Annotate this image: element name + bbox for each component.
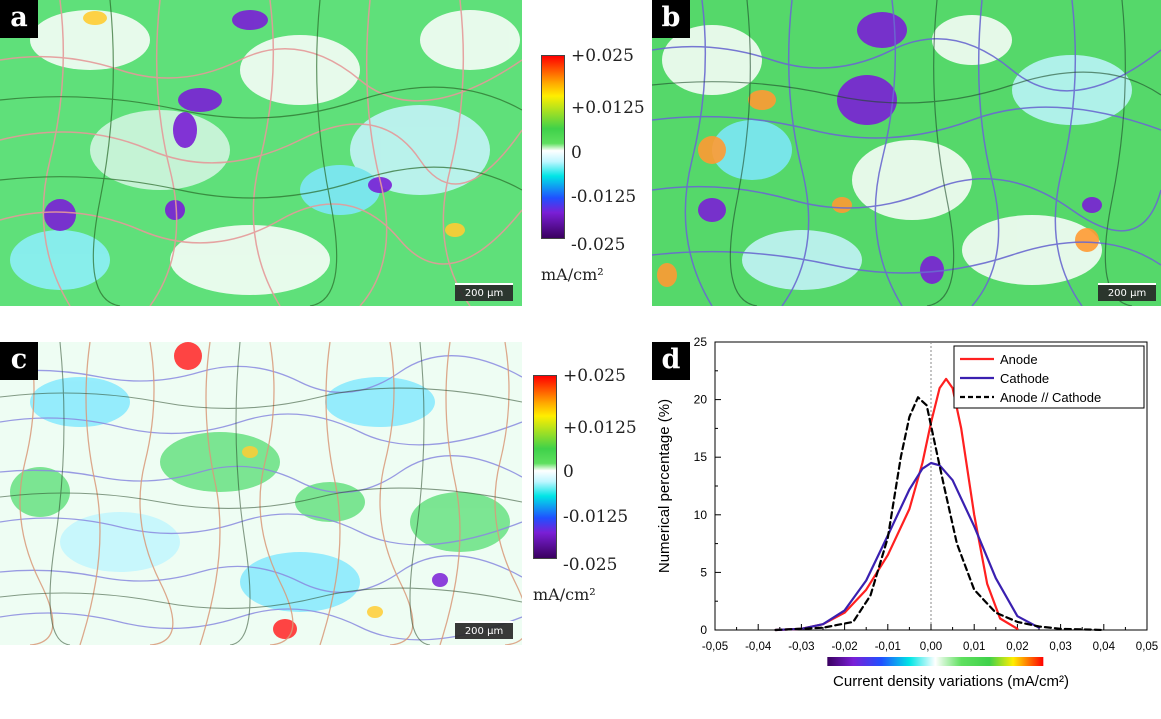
x-tick-label: -0,03 xyxy=(788,641,814,653)
series-line-3 xyxy=(774,396,1105,632)
series-line-2 xyxy=(774,461,1041,632)
map-b-svg xyxy=(652,0,1161,306)
y-tick-label: 25 xyxy=(694,335,708,349)
colorbar-top-unit: mA/cm² xyxy=(541,265,604,284)
scale-bar-a: 200 µm xyxy=(455,283,513,301)
colorbar-top-tick-2: +0.0125 xyxy=(571,98,645,118)
x-tick-label: -0,04 xyxy=(745,641,772,653)
panel-b-label: b xyxy=(652,0,690,38)
x-tick-label: -0,01 xyxy=(875,641,901,653)
legend: Anode Cathode Anode // Cathode xyxy=(953,345,1145,409)
series-line-1 xyxy=(774,377,1019,632)
colorbar-bottom-tick-4: -0.0125 xyxy=(563,507,629,527)
x-tick-label: 0,00 xyxy=(920,641,942,653)
x-axis-colorbar xyxy=(827,657,1044,666)
x-tick-label: 0,03 xyxy=(1049,641,1071,653)
y-tick-label: 20 xyxy=(694,393,708,407)
colorbar-top-tick-5: -0.025 xyxy=(571,235,626,255)
colorbar-bottom-tick-3: 0 xyxy=(563,462,574,482)
colorbar-bottom-unit: mA/cm² xyxy=(533,585,596,604)
panel-a-label: a xyxy=(0,0,38,38)
y-tick-label: 0 xyxy=(700,623,707,637)
map-a-svg xyxy=(0,0,522,306)
map-c-svg xyxy=(0,342,522,645)
y-tick-label: 15 xyxy=(694,450,708,464)
y-tick-label: 5 xyxy=(700,565,707,579)
colorbar-top-tick-4: -0.0125 xyxy=(571,187,637,207)
colorbar-top xyxy=(541,55,565,239)
colorbar-top-tick-1: +0.025 xyxy=(571,46,634,66)
scale-bar-c: 200 µm xyxy=(455,621,513,639)
colorbar-bottom xyxy=(533,375,557,559)
colorbar-bottom-tick-2: +0.0125 xyxy=(563,418,637,438)
colorbar-bottom-tick-1: +0.025 xyxy=(563,366,626,386)
panel-c-label: c xyxy=(0,342,38,380)
legend-label-1: Anode xyxy=(1000,352,1038,367)
plot-area: 0 5 10 15 20 25 -0,05 -0,04 -0,03 -0,02 -0,01 0,00 0… xyxy=(694,335,1159,653)
y-axis-label: Numerical percentage (%) xyxy=(656,399,673,573)
x-axis-label: Current density variations (mA/cm²) xyxy=(833,673,1069,690)
scale-bar-b: 200 µm xyxy=(1098,283,1156,301)
x-tick-label: 0,04 xyxy=(1093,641,1116,653)
x-tick-label: 0,02 xyxy=(1006,641,1028,653)
legend-label-2: Cathode xyxy=(1000,371,1049,386)
distribution-chart: 0 5 10 15 20 25 -0,05 -0,04 -0,03 -0,02 -0,01 0,00 0… xyxy=(656,335,1159,690)
x-tick-label: -0,02 xyxy=(831,641,857,653)
panel-c-map: c 200 µm xyxy=(0,342,522,645)
x-tick-label: -0,05 xyxy=(702,641,728,653)
x-tick-label: 0,05 xyxy=(1136,641,1158,653)
x-tick-label: 0,01 xyxy=(963,641,985,653)
panel-d-label: d xyxy=(652,342,690,380)
y-tick-label: 10 xyxy=(694,508,708,522)
legend-label-3: Anode // Cathode xyxy=(1000,390,1101,405)
colorbar-bottom-tick-5: -0.025 xyxy=(563,555,618,575)
panel-a-map: a 200 µm xyxy=(0,0,522,306)
colorbar-top-tick-3: 0 xyxy=(571,143,582,163)
panel-b-map: b 200 µm xyxy=(652,0,1161,306)
